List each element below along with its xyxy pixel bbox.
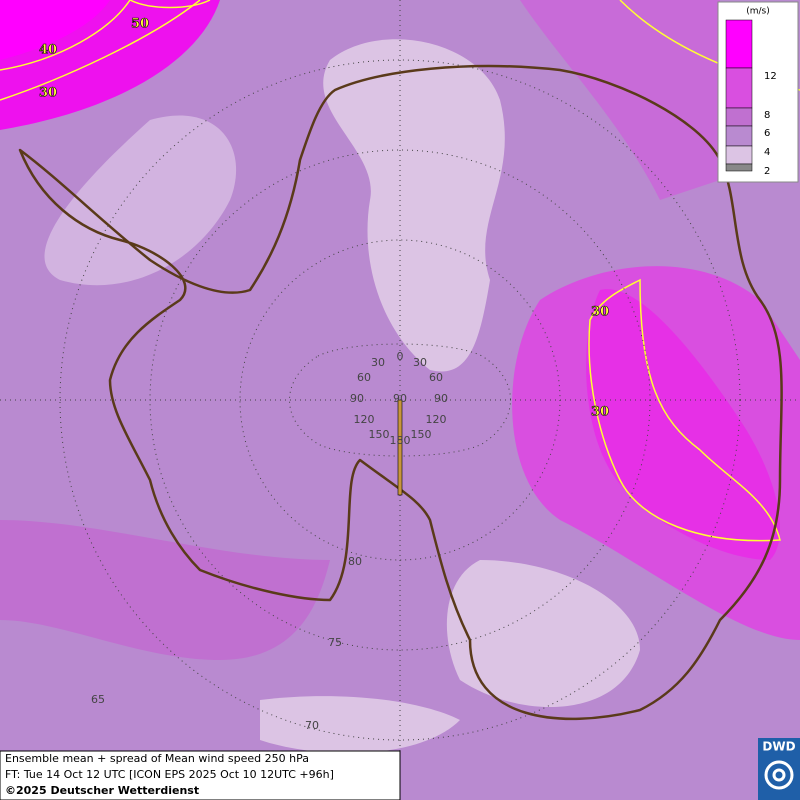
wind-low	[446, 560, 640, 708]
contour-label: 30	[39, 86, 57, 101]
longitude-label: 60	[357, 371, 371, 384]
legend-label: 6	[764, 128, 770, 139]
contour-label: 30	[591, 405, 609, 420]
legend: (m/s) 12 8 6 4 2	[717, 1, 799, 183]
longitude-label: 150	[411, 428, 432, 441]
logo-text: DWD	[762, 740, 795, 754]
legend-label: 4	[764, 147, 770, 158]
latitude-label: 75	[328, 636, 342, 649]
contour-label: 40	[39, 43, 57, 58]
longitude-label: 90	[350, 392, 364, 405]
wind-mid	[0, 520, 330, 660]
logo: DWD	[758, 738, 800, 800]
wind-low	[323, 39, 505, 372]
legend-label: 8	[764, 110, 770, 121]
contour-label: 30	[591, 305, 609, 320]
longitude-label: 120	[426, 413, 447, 426]
longitude-label: 90	[434, 392, 448, 405]
wind-low	[44, 115, 237, 286]
latitude-label: 70	[305, 719, 319, 732]
caption-line: Ensemble mean + spread of Mean wind spee…	[5, 752, 309, 765]
longitude-label: 150	[369, 428, 390, 441]
latitude-label: 65	[91, 693, 105, 706]
legend-label: 12	[764, 71, 777, 82]
legend-unit: (m/s)	[746, 7, 770, 17]
latitude-label: 80	[348, 555, 362, 568]
longitude-label: 30	[413, 356, 427, 369]
longitude-label: 30	[371, 356, 385, 369]
longitude-label: 0	[397, 350, 404, 363]
wind-mid	[520, 0, 720, 200]
caption-line: FT: Tue 14 Oct 12 UTC [ICON EPS 2025 Oct…	[5, 768, 334, 781]
contour-label: 50	[131, 17, 149, 32]
caption-line: ©2025 Deutscher Wetterdienst	[5, 784, 199, 797]
caption: Ensemble mean + spread of Mean wind spee…	[0, 750, 401, 800]
longitude-label: 180	[390, 434, 411, 447]
wind-high	[586, 289, 780, 560]
wind-high	[0, 0, 110, 60]
wind-low	[260, 696, 460, 754]
longitude-label: 60	[429, 371, 443, 384]
coastline	[18, 64, 783, 720]
legend-label: 2	[764, 166, 770, 177]
latitude-label: 90	[393, 392, 407, 405]
longitude-label: 120	[354, 413, 375, 426]
meridian-marker	[397, 399, 403, 496]
